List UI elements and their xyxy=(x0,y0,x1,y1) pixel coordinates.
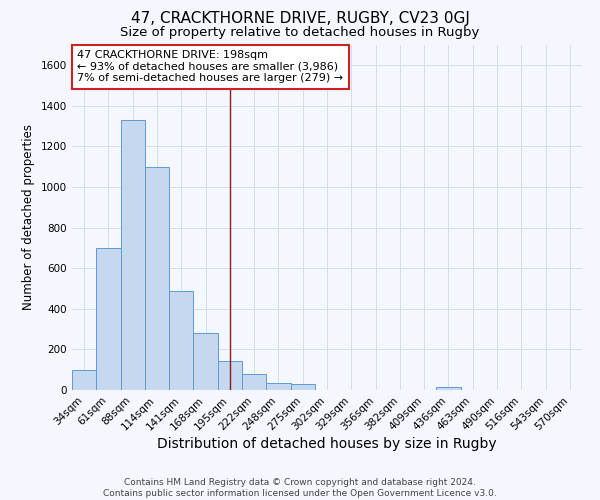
Bar xyxy=(72,370,96,390)
Bar xyxy=(242,374,266,390)
Text: Contains HM Land Registry data © Crown copyright and database right 2024.
Contai: Contains HM Land Registry data © Crown c… xyxy=(103,478,497,498)
Bar xyxy=(121,120,145,390)
Bar xyxy=(436,387,461,390)
Bar xyxy=(290,384,315,390)
Bar xyxy=(169,290,193,390)
Bar xyxy=(96,248,121,390)
Bar xyxy=(145,167,169,390)
Text: 47, CRACKTHORNE DRIVE, RUGBY, CV23 0GJ: 47, CRACKTHORNE DRIVE, RUGBY, CV23 0GJ xyxy=(131,12,469,26)
X-axis label: Distribution of detached houses by size in Rugby: Distribution of detached houses by size … xyxy=(157,438,497,452)
Bar xyxy=(193,333,218,390)
Text: 47 CRACKTHORNE DRIVE: 198sqm
← 93% of detached houses are smaller (3,986)
7% of : 47 CRACKTHORNE DRIVE: 198sqm ← 93% of de… xyxy=(77,50,343,84)
Text: Size of property relative to detached houses in Rugby: Size of property relative to detached ho… xyxy=(121,26,479,39)
Bar xyxy=(266,383,290,390)
Y-axis label: Number of detached properties: Number of detached properties xyxy=(22,124,35,310)
Bar xyxy=(218,360,242,390)
